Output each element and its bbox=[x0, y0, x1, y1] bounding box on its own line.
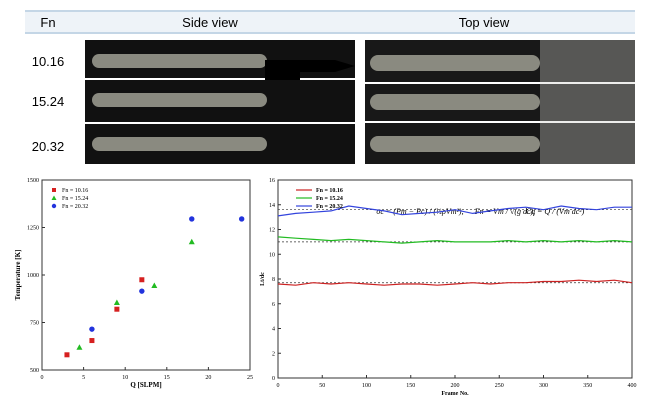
y-tick-label: 1250 bbox=[27, 226, 39, 232]
line bbox=[277, 236, 633, 244]
image-table: Fn Side view Top view 10.16 15.24 20.32 bbox=[25, 10, 635, 164]
x-tick-label: 20 bbox=[205, 375, 211, 381]
line bbox=[277, 279, 633, 286]
y-tick-label: 2 bbox=[272, 351, 275, 357]
legend-symbol bbox=[51, 203, 57, 209]
y-tick-label: 14 bbox=[269, 203, 275, 209]
point bbox=[64, 352, 70, 358]
point bbox=[114, 306, 120, 312]
header-label: Fn bbox=[40, 15, 55, 30]
y-tick-label: 12 bbox=[269, 228, 275, 234]
x-tick-label: 5 bbox=[82, 375, 85, 381]
x-tick-label: 0 bbox=[277, 383, 280, 389]
x-tick-label: 0 bbox=[41, 375, 44, 381]
legend-symbol bbox=[52, 188, 56, 192]
point bbox=[89, 326, 95, 332]
x-tick-label: 250 bbox=[495, 383, 504, 389]
x-tick-label: 10 bbox=[122, 375, 128, 381]
legend-label: Fn = 15.24 bbox=[316, 196, 343, 202]
y-tick-label: 750 bbox=[30, 321, 39, 327]
header-band bbox=[25, 10, 635, 34]
point bbox=[189, 216, 195, 222]
point bbox=[139, 277, 145, 283]
x-tick-label: 400 bbox=[628, 383, 637, 389]
y-tick-label: 500 bbox=[30, 368, 39, 374]
photos bbox=[85, 40, 635, 164]
x-tick-label: 300 bbox=[539, 383, 548, 389]
x-tick-label: 200 bbox=[451, 383, 460, 389]
legend-symbol bbox=[51, 195, 57, 200]
annotation: σc = (Pm − Pc) / (½ρVm²), bbox=[376, 207, 463, 216]
header-label: Side view bbox=[182, 15, 238, 30]
y-axis-label: Lt/dc bbox=[260, 272, 266, 286]
y-tick-label: 6 bbox=[272, 302, 275, 308]
fn-label: 10.16 bbox=[32, 54, 65, 69]
legend-label: Fn = 10.16 bbox=[62, 188, 88, 194]
header-label: Top view bbox=[459, 15, 510, 30]
y-tick-label: 16 bbox=[269, 178, 275, 184]
line bbox=[277, 205, 632, 217]
point bbox=[151, 282, 158, 288]
annotation: Fn = Vm / √(g dc), bbox=[474, 207, 535, 216]
fn-label: 20.32 bbox=[32, 139, 65, 154]
x-axis-label: Q [SLPM] bbox=[130, 381, 161, 389]
x-tick-label: 50 bbox=[319, 383, 325, 389]
x-tick-label: 100 bbox=[362, 383, 371, 389]
legend-label: Fn = 15.24 bbox=[62, 196, 88, 202]
x-tick-label: 150 bbox=[406, 383, 415, 389]
x-tick-label: 15 bbox=[164, 375, 170, 381]
point bbox=[89, 338, 95, 344]
x-tick-label: 350 bbox=[583, 383, 592, 389]
y-tick-label: 8 bbox=[272, 277, 275, 283]
legend-label: Fn = 10.16 bbox=[316, 188, 343, 194]
legend-label: Fn = 20.32 bbox=[62, 204, 88, 210]
point bbox=[76, 344, 83, 350]
x-axis-label: Frame No. bbox=[441, 391, 469, 397]
y-axis-label: Temperature [K] bbox=[14, 250, 22, 301]
fn-label: 15.24 bbox=[32, 94, 65, 109]
annotation: Cq = Q / (Vm dc²) bbox=[526, 207, 585, 216]
point bbox=[139, 288, 145, 294]
y-tick-label: 1000 bbox=[27, 273, 39, 279]
y-tick-label: 1500 bbox=[27, 178, 39, 184]
point bbox=[188, 238, 195, 245]
point bbox=[238, 216, 245, 222]
point bbox=[113, 299, 120, 306]
legend-label: Fn = 20.32 bbox=[316, 204, 343, 210]
x-tick-label: 25 bbox=[247, 375, 253, 381]
y-tick-label: 10 bbox=[269, 252, 275, 258]
y-tick-label: 4 bbox=[272, 327, 275, 333]
y-tick-label: 0 bbox=[272, 376, 275, 382]
